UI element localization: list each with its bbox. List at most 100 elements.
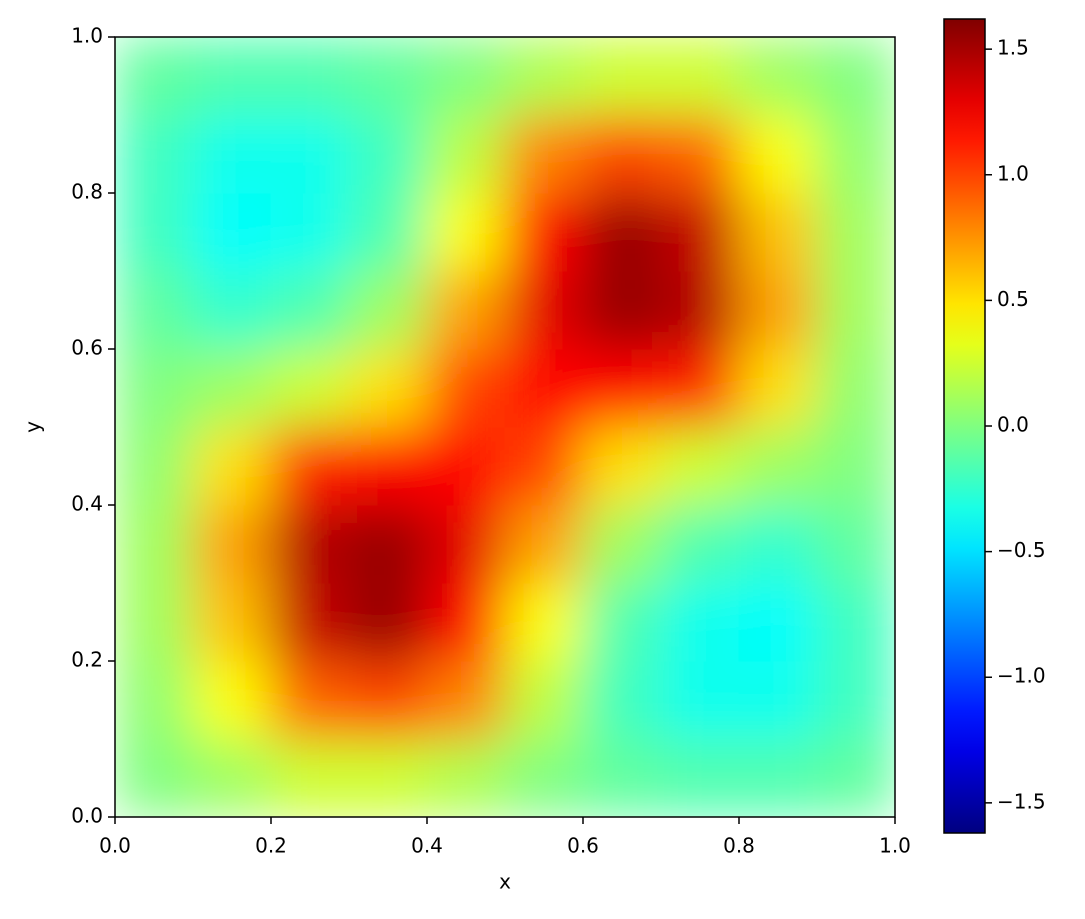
- heatmap-cell: [192, 582, 272, 662]
- heatmap-cell: [660, 660, 740, 740]
- heatmap: [115, 37, 895, 817]
- heatmap-cell: [115, 270, 194, 350]
- heatmap-cell: [115, 426, 194, 506]
- heatmap-cell: [582, 504, 662, 584]
- heatmap-cell: [270, 426, 350, 506]
- heatmap-cell: [738, 192, 818, 272]
- heatmap-cell: [582, 660, 662, 740]
- y-axis-label: y: [21, 421, 45, 433]
- heatmap-cell: [660, 426, 740, 506]
- heatmap-cell: [816, 270, 895, 350]
- heatmap-cell: [270, 192, 350, 272]
- heatmap-cell: [738, 738, 818, 817]
- heatmap-cell: [348, 738, 428, 817]
- heatmap-cell: [816, 348, 895, 428]
- heatmap-cell: [660, 192, 740, 272]
- heatmap-cell: [582, 582, 662, 662]
- heatmap-cell: [738, 582, 818, 662]
- heatmap-cell: [738, 348, 818, 428]
- y-tick-label: 0.4: [71, 492, 103, 516]
- heatmap-cell: [738, 270, 818, 350]
- colorbar-tick-label: 0.0: [997, 413, 1029, 437]
- heatmap-cell: [660, 348, 740, 428]
- heatmap-cell: [192, 192, 272, 272]
- x-tick-label: 0.0: [99, 834, 131, 858]
- heatmap-cell: [115, 37, 194, 116]
- heatmap-cell: [738, 660, 818, 740]
- heatmap-cell: [582, 37, 662, 116]
- heatmap-cell: [426, 660, 506, 740]
- heatmap-cell: [270, 348, 350, 428]
- heatmap-cell: [582, 348, 662, 428]
- heatmap-cell: [426, 426, 506, 506]
- heatmap-cell: [504, 582, 584, 662]
- y-tick-label: 0.8: [71, 180, 103, 204]
- heatmap-cell: [348, 114, 428, 194]
- heatmap-cell: [270, 660, 350, 740]
- heatmap-cell: [504, 192, 584, 272]
- heatmap-cell: [816, 504, 895, 584]
- heatmap-cell: [348, 37, 428, 116]
- axes-frame: [114, 36, 896, 818]
- heatmap-cell: [270, 582, 350, 662]
- heatmap-cell: [738, 426, 818, 506]
- x-tick-label: 0.2: [255, 834, 287, 858]
- heatmap-cell: [426, 37, 506, 116]
- x-tick-label: 0.4: [411, 834, 443, 858]
- heatmap-cell: [816, 582, 895, 662]
- heatmap-cell: [504, 738, 584, 817]
- x-tick-label: 1.0: [879, 834, 911, 858]
- heatmap-cell: [270, 114, 350, 194]
- heatmap-cell: [348, 270, 428, 350]
- heatmap-cell: [582, 426, 662, 506]
- heatmap-cell: [738, 504, 818, 584]
- heatmap-cell: [348, 582, 428, 662]
- heatmap-cell: [738, 114, 818, 194]
- heatmap-cell: [816, 660, 895, 740]
- y-tick-label: 0.6: [71, 336, 103, 360]
- heatmap-cell: [660, 738, 740, 817]
- heatmap-cell: [660, 37, 740, 116]
- heatmap-cell: [192, 348, 272, 428]
- heatmap-cell: [115, 582, 194, 662]
- y-tick-label: 1.0: [71, 24, 103, 48]
- heatmap-cell: [504, 37, 584, 116]
- heatmap-cell: [270, 504, 350, 584]
- heatmap-cell: [115, 348, 194, 428]
- heatmap-cell: [504, 504, 584, 584]
- x-tick-label: 0.6: [567, 834, 599, 858]
- heatmap-cell: [582, 192, 662, 272]
- heatmap-cell: [192, 504, 272, 584]
- colorbar-tick-label: −0.5: [997, 538, 1046, 562]
- heatmap-cell: [115, 192, 194, 272]
- heatmap-cell: [660, 582, 740, 662]
- heatmap-cell: [426, 270, 506, 350]
- heatmap-cell: [348, 348, 428, 428]
- heatmap-cell: [348, 426, 428, 506]
- heatmap-cell: [115, 504, 194, 584]
- heatmap-cell: [192, 270, 272, 350]
- colorbar-tick-label: −1.0: [997, 664, 1046, 688]
- heatmap-cell: [582, 738, 662, 817]
- heatmap-cell: [504, 348, 584, 428]
- colorbar-tick-label: 0.5: [997, 287, 1029, 311]
- heatmap-cell: [816, 37, 895, 116]
- x-tick-label: 0.8: [723, 834, 755, 858]
- heatmap-cell: [816, 192, 895, 272]
- colorbar: [943, 18, 986, 834]
- heatmap-cell: [582, 114, 662, 194]
- y-tick-label: 0.0: [71, 804, 103, 828]
- heatmap-cell: [816, 114, 895, 194]
- heatmap-cell: [115, 660, 194, 740]
- y-tick-label: 0.2: [71, 648, 103, 672]
- heatmap-cell: [348, 504, 428, 584]
- heatmap-cell: [582, 270, 662, 350]
- heatmap-cell: [426, 582, 506, 662]
- heatmap-cell: [660, 270, 740, 350]
- colorbar-tick-label: 1.5: [997, 36, 1029, 60]
- heatmap-cell: [270, 270, 350, 350]
- heatmap-cell: [270, 37, 350, 116]
- heatmap-cell: [348, 192, 428, 272]
- heatmap-cell: [426, 114, 506, 194]
